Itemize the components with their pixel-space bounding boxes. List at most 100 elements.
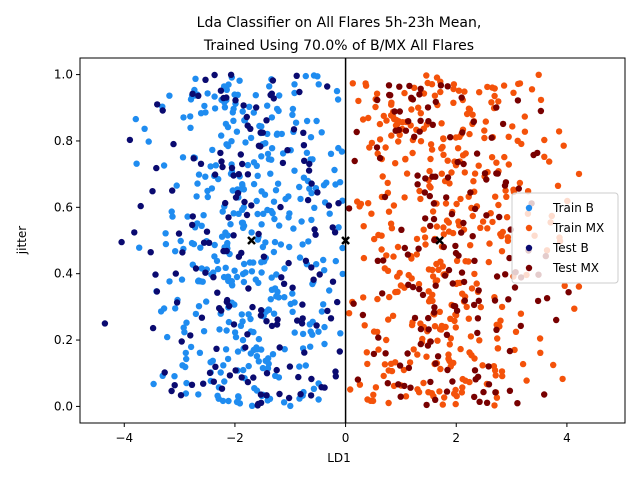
data-point-train-mx [503, 193, 510, 200]
data-point-train-b [302, 362, 309, 369]
data-point-test-mx [417, 117, 424, 125]
data-point-train-b [168, 208, 175, 215]
data-point-test-mx [461, 297, 468, 304]
data-point-test-b [161, 369, 168, 376]
legend-label: Train MX [552, 221, 604, 235]
data-point-test-b [213, 345, 220, 352]
data-point-train-mx [457, 345, 464, 353]
data-point-train-mx [387, 360, 395, 367]
data-point-test-b [286, 363, 294, 370]
data-point-train-b [339, 244, 346, 252]
data-point-train-mx [413, 251, 420, 258]
data-point-train-b [133, 160, 140, 167]
data-point-test-mx [398, 226, 405, 233]
data-point-test-b [334, 298, 341, 306]
data-point-train-mx [364, 360, 371, 368]
data-point-train-b [254, 172, 261, 179]
data-point-test-b [273, 321, 281, 328]
data-point-train-mx [394, 243, 402, 251]
data-point-train-b [281, 294, 288, 301]
data-point-train-mx [467, 242, 474, 249]
data-point-test-mx [493, 273, 501, 280]
data-point-test-b [218, 158, 225, 165]
data-point-train-b [268, 145, 276, 152]
data-point-train-b [311, 204, 318, 211]
data-point-test-mx [496, 213, 503, 221]
data-point-test-mx [445, 266, 453, 274]
data-point-train-mx [555, 128, 563, 135]
chart-title-line-2: Trained Using 70.0% of B/MX All Flares [203, 38, 474, 54]
legend-label: Train B [552, 201, 594, 215]
data-point-train-mx [439, 401, 446, 408]
data-point-train-b [321, 267, 328, 274]
data-point-test-b [274, 316, 281, 323]
data-point-test-b [313, 322, 320, 329]
data-point-test-b [336, 348, 343, 355]
data-point-train-b [315, 396, 322, 403]
data-point-train-b [313, 117, 320, 125]
data-point-train-b [274, 180, 282, 187]
data-point-test-mx [506, 254, 513, 262]
data-point-test-b [257, 399, 265, 406]
data-point-test-mx [491, 297, 499, 304]
data-point-train-b [268, 274, 275, 281]
chart-title-line-1: Lda Classifier on All Flares 5h-23h Mean… [197, 15, 482, 31]
data-point-train-mx [465, 315, 472, 322]
data-point-train-mx [500, 82, 508, 89]
data-point-train-mx [468, 285, 476, 292]
data-point-test-b [285, 394, 293, 402]
data-point-test-mx [534, 149, 541, 157]
data-point-test-mx [396, 83, 403, 90]
data-point-train-b [287, 300, 294, 308]
data-point-train-b [216, 326, 223, 333]
data-point-train-b [183, 355, 190, 363]
data-point-test-b [248, 202, 255, 209]
data-point-train-b [280, 399, 288, 406]
data-point-train-mx [528, 86, 536, 93]
data-point-test-b [243, 211, 251, 219]
data-point-train-b [166, 278, 173, 285]
data-point-train-mx [450, 85, 457, 93]
data-point-train-b [178, 276, 186, 283]
data-point-train-b [290, 225, 297, 232]
data-point-test-mx [414, 181, 421, 188]
data-point-test-b [295, 373, 302, 381]
data-point-train-b [248, 229, 255, 236]
data-point-train-b [278, 130, 285, 138]
data-point-test-mx [534, 297, 542, 305]
data-point-train-b [308, 216, 315, 224]
data-point-test-mx [373, 144, 381, 151]
data-point-train-b [192, 310, 200, 318]
data-point-train-b [221, 104, 229, 111]
data-point-test-mx [505, 296, 512, 303]
data-point-train-b [217, 369, 224, 376]
data-point-train-mx [402, 393, 410, 400]
data-point-train-mx [521, 128, 529, 135]
data-point-test-b [217, 149, 224, 157]
data-point-test-mx [381, 193, 389, 201]
data-point-test-b [172, 270, 179, 277]
data-point-test-b [263, 392, 270, 399]
data-point-train-b [292, 119, 300, 126]
data-point-train-b [258, 153, 265, 160]
data-point-train-b [172, 305, 179, 312]
data-point-train-mx [575, 283, 583, 290]
data-point-train-mx [461, 88, 468, 95]
data-point-train-mx [406, 359, 414, 366]
data-point-train-b [270, 310, 278, 317]
data-point-train-mx [436, 326, 444, 333]
data-point-test-b [202, 76, 209, 84]
data-points [101, 71, 583, 410]
data-point-test-b [324, 83, 331, 90]
data-point-test-b [238, 249, 245, 257]
data-point-train-b [214, 265, 222, 273]
data-point-test-mx [493, 104, 500, 111]
data-point-test-mx [396, 362, 404, 369]
data-point-train-mx [504, 234, 512, 241]
data-point-test-mx [449, 378, 456, 385]
x-tick-label: 4 [563, 431, 571, 445]
data-point-train-b [247, 134, 255, 142]
data-point-train-mx [360, 223, 367, 230]
data-point-train-b [291, 167, 298, 174]
data-point-train-mx [471, 270, 478, 278]
